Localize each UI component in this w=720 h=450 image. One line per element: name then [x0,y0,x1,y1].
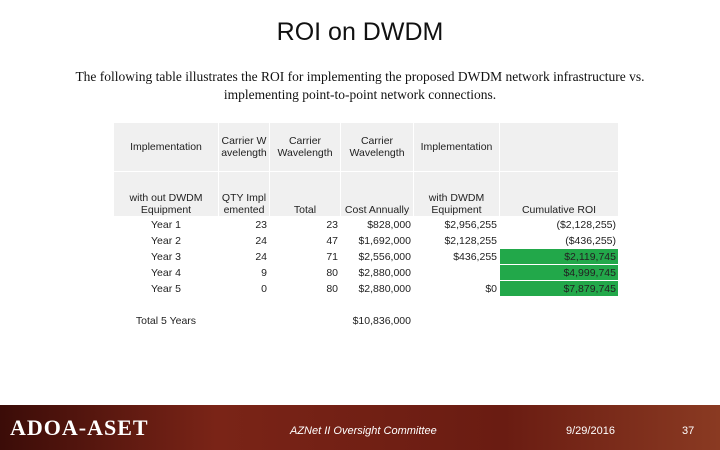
table-cell [500,297,618,327]
table-cell: 24 [255,234,267,247]
table-cell: Cumulative ROI [500,172,618,216]
table-cell: $2,956,255 [444,218,497,231]
table-cell: ($436,255) [565,234,616,247]
table-cell: $2,880,000 [358,266,411,279]
table-cell: $7,879,745 [500,281,618,296]
date: 9/29/2016 [566,425,615,437]
committee-text: AZNet II Oversight Committee [290,425,437,437]
table-row: Year 5 0 80 $2,880,000 $0 $7,879,745 [114,281,618,296]
table-cell: $4,999,745 [500,265,618,280]
table-cell: $2,880,000 [358,282,411,295]
table-cell: $2,119,745 [500,249,618,264]
table-row: Year 4 9 80 $2,880,000 $4,999,745 [114,265,618,280]
table-cell: with out DWDM Equipment [114,172,218,216]
table-cell: 9 [261,266,267,279]
page-number: 37 [682,425,695,437]
table-cell [414,297,499,327]
table-cell: Year 3 [151,250,181,263]
table-cell: $2,556,000 [358,250,411,263]
table-cell [500,123,618,171]
logo: ADOA-ASET [10,415,149,440]
table-cell: Year 5 [151,282,181,295]
table-cell: Carrier Wavelength [270,123,340,171]
table-cell: Total [270,172,340,216]
table-row: Implementation Carrier Wavelength Carrier … [114,123,618,171]
table-cell: 47 [326,234,338,247]
table-cell: 23 [255,218,267,231]
roi-table: Implementation Carrier Wavelength Carrier … [113,122,619,328]
table-cell: Year 4 [151,266,181,279]
table-cell: Carrier Wavelength [341,123,413,171]
table-cell [270,297,340,327]
table-cell: Carrier Wavelength [219,123,269,171]
table-cell: Implementation [114,123,218,171]
table-cell: Cost Annually [341,172,413,216]
table-cell: 71 [326,250,338,263]
table-cell: Year 1 [151,218,181,231]
table-cell: $828,000 [367,218,411,231]
table-row: Year 3 24 71 $2,556,000 $436,255 $2,119,745 [114,249,618,264]
table-cell: with DWDM Equipment [414,172,499,216]
table-cell [414,265,499,280]
table-cell: Total 5 Years [135,315,197,327]
table-row: Year 2 24 47 $1,692,000 $2,128,255 ($436,255) [114,233,618,248]
table-cell: $1,692,000 [358,234,411,247]
table-cell: 0 [261,282,267,295]
slide-title: ROI on DWDM [276,18,444,46]
table-cell: 80 [326,266,338,279]
table-row: with out DWDM Equipment QTY Implemented To… [114,172,618,216]
table-row: Year 1 23 23 $828,000 $2,956,255 ($2,128,255) [114,217,618,232]
table-cell: $10,836,000 [352,315,411,327]
table-cell: ($2,128,255) [556,218,616,231]
intro-text: The following table illustrates the ROI … [75,69,645,102]
committee: AZNet II Oversight Committee [290,425,437,437]
table-cell: Year 2 [151,234,181,247]
table-cell: 80 [326,282,338,295]
table-cell: 24 [255,250,267,263]
table-cell: $2,128,255 [444,234,497,247]
table-row: Total 5 Years $10,836,000 [114,297,618,327]
table-cell: Implementation [414,123,499,171]
table-cell: $0 [485,282,497,295]
table-cell: $436,255 [453,250,497,263]
table-cell: 23 [326,218,338,231]
table-cell [219,297,269,327]
table-cell: QTY Implemented [219,172,269,216]
footer: ADOA-ASET AZNet II Oversight Committee 9… [0,405,720,450]
